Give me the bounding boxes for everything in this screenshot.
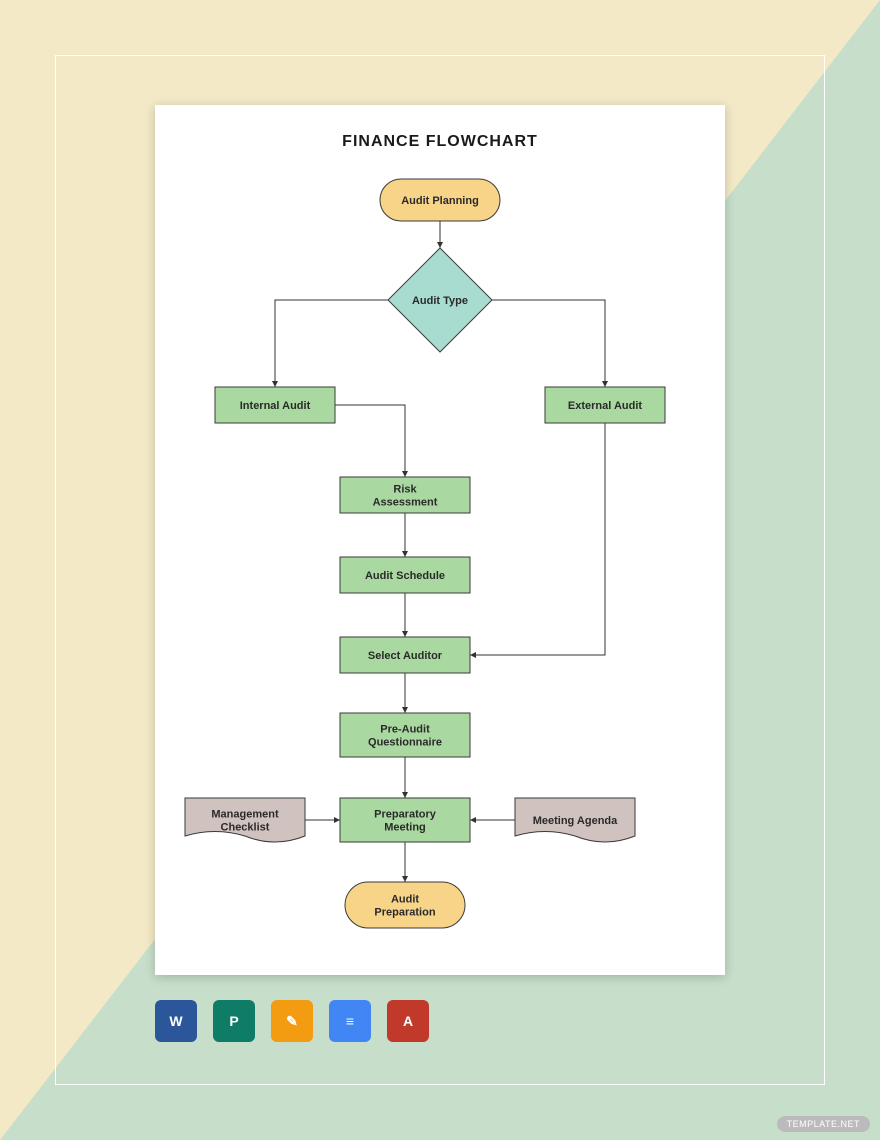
edge-internal-risk [335, 405, 405, 477]
file-format-icons: WP ✎ ≡ A [155, 1000, 429, 1042]
node-label-internal: Internal Audit [240, 400, 311, 412]
node-label-decision: Audit Type [412, 295, 468, 307]
pdf-icon[interactable]: A [387, 1000, 429, 1042]
edge-decision-external [492, 300, 605, 387]
flowchart-canvas: Audit Planning Audit Type Internal Audit Ex… [155, 105, 725, 975]
node-schedule: Audit Schedule [340, 557, 470, 593]
node-internal: Internal Audit [215, 387, 335, 423]
node-label-select: Select Auditor [368, 650, 443, 662]
node-label-agenda: Meeting Agenda [533, 815, 618, 827]
node-prep_meeting: PreparatoryMeeting [340, 798, 470, 842]
node-mgmt_checklist: ManagementChecklist [185, 798, 305, 842]
publisher-icon[interactable]: P [213, 1000, 255, 1042]
node-label-schedule: Audit Schedule [365, 570, 445, 582]
edge-decision-internal [275, 300, 388, 387]
node-label-external: External Audit [568, 400, 642, 412]
word-icon[interactable]: W [155, 1000, 197, 1042]
google-docs-icon[interactable]: ≡ [329, 1000, 371, 1042]
node-agenda: Meeting Agenda [515, 798, 635, 842]
node-select: Select Auditor [340, 637, 470, 673]
document-page: FINANCE FLOWCHART Audit PlanningAudit Ty… [155, 105, 725, 975]
node-end: AuditPreparation [345, 882, 465, 928]
node-risk: RiskAssessment [340, 477, 470, 513]
edge-external-select [470, 423, 605, 655]
watermark-badge: TEMPLATE.NET [777, 1116, 870, 1132]
node-start: Audit Planning [380, 179, 500, 221]
node-label-mgmt_checklist: ManagementChecklist [211, 809, 279, 834]
node-preaudit: Pre-AuditQuestionnaire [340, 713, 470, 757]
node-label-start: Audit Planning [401, 195, 479, 207]
pages-icon[interactable]: ✎ [271, 1000, 313, 1042]
node-decision: Audit Type [388, 248, 492, 352]
node-external: External Audit [545, 387, 665, 423]
